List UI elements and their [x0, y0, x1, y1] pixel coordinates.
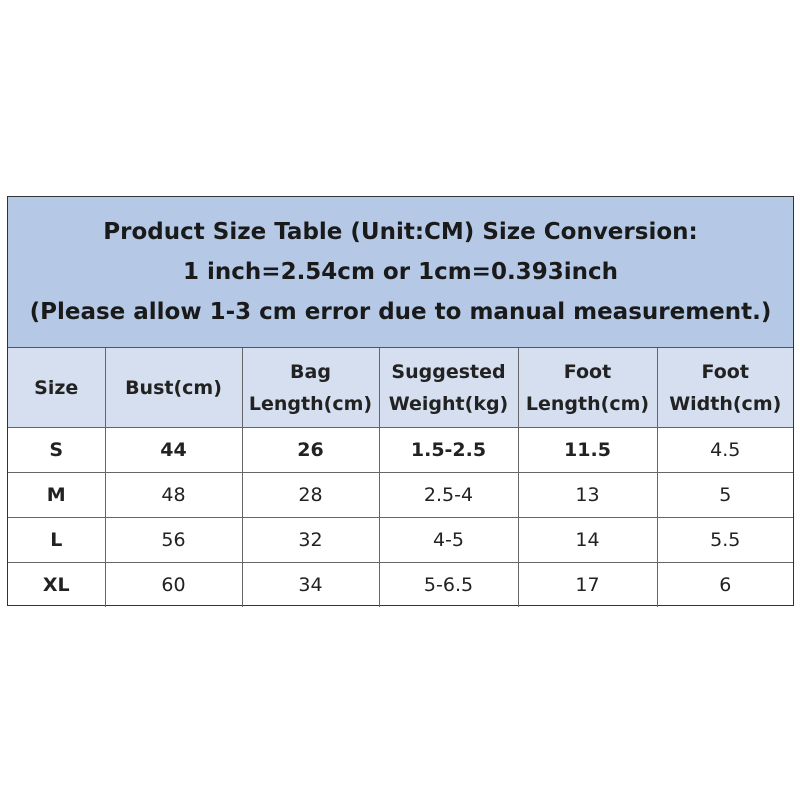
- cell-size: S: [8, 427, 106, 473]
- cell-bust: 48: [104, 472, 243, 518]
- size-grid: Size Bust(cm) Bag Length(cm) Suggested Wei…: [8, 348, 793, 607]
- header-bag-length: Bag Length(cm): [241, 348, 380, 428]
- cell-foot-width: 5: [656, 472, 793, 518]
- cell-weight: 1.5-2.5: [378, 427, 519, 473]
- table-row: S 44 26 1.5-2.5 11.5 4.5: [8, 427, 793, 473]
- cell-foot-width: 4.5: [656, 427, 793, 473]
- cell-foot-length: 17: [517, 562, 658, 607]
- table-title: Product Size Table (Unit:CM) Size Conver…: [8, 197, 793, 348]
- header-foot-width: Foot Width(cm): [656, 348, 793, 428]
- cell-weight: 5-6.5: [378, 562, 519, 607]
- cell-foot-length: 14: [517, 517, 658, 563]
- header-size: Size: [8, 348, 106, 428]
- title-line-3: (Please allow 1-3 cm error due to manual…: [29, 299, 772, 325]
- cell-foot-width: 5.5: [656, 517, 793, 563]
- cell-size: L: [8, 517, 106, 563]
- cell-bag-length: 28: [241, 472, 380, 518]
- cell-bust: 60: [104, 562, 243, 607]
- header-foot-length: Foot Length(cm): [517, 348, 658, 428]
- header-suggested-weight: Suggested Weight(kg): [378, 348, 519, 428]
- table-row: L 56 32 4-5 14 5.5: [8, 517, 793, 563]
- title-line-1: Product Size Table (Unit:CM) Size Conver…: [103, 219, 698, 245]
- table-row: XL 60 34 5-6.5 17 6: [8, 562, 793, 607]
- cell-size: XL: [8, 562, 106, 607]
- cell-foot-width: 6: [656, 562, 793, 607]
- header-bust: Bust(cm): [104, 348, 243, 428]
- cell-weight: 4-5: [378, 517, 519, 563]
- cell-bust: 44: [104, 427, 243, 473]
- cell-foot-length: 11.5: [517, 427, 658, 473]
- cell-bag-length: 26: [241, 427, 380, 473]
- table-row: M 48 28 2.5-4 13 5: [8, 472, 793, 518]
- cell-foot-length: 13: [517, 472, 658, 518]
- cell-weight: 2.5-4: [378, 472, 519, 518]
- cell-bag-length: 34: [241, 562, 380, 607]
- cell-bust: 56: [104, 517, 243, 563]
- header-row: Size Bust(cm) Bag Length(cm) Suggested Wei…: [8, 348, 793, 428]
- title-line-2: 1 inch=2.54cm or 1cm=0.393inch: [183, 259, 618, 285]
- cell-bag-length: 32: [241, 517, 380, 563]
- cell-size: M: [8, 472, 106, 518]
- size-table: Product Size Table (Unit:CM) Size Conver…: [7, 196, 794, 607]
